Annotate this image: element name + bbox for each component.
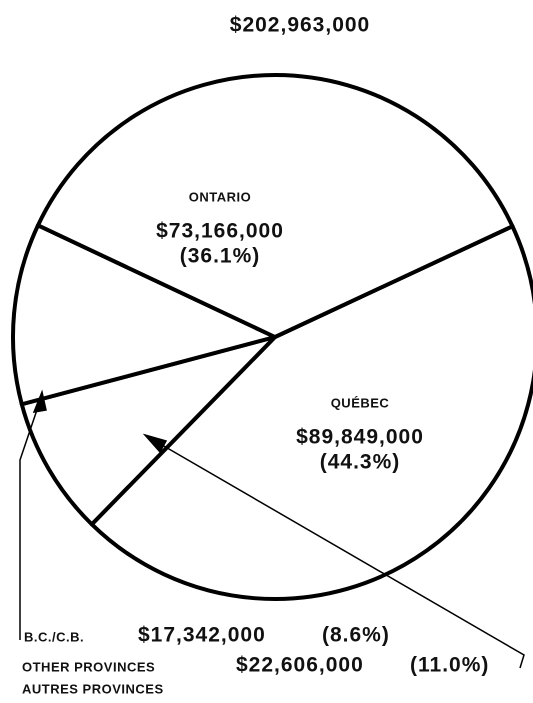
category-label: ONTARIO	[189, 189, 251, 204]
arrowhead	[142, 433, 168, 454]
category-label: B.C./C.B.	[24, 629, 84, 644]
arrowhead	[32, 389, 47, 413]
value-label: $73,166,000	[156, 220, 284, 243]
pie-slice	[11, 223, 277, 407]
percent-label: (8.6%)	[322, 624, 390, 647]
pie-slice	[89, 224, 533, 601]
value-label: $22,606,000	[236, 654, 364, 677]
percent-label: (44.3%)	[320, 451, 401, 474]
value-label: $17,342,000	[138, 624, 266, 647]
category-label: AUTRES PROVINCES	[22, 681, 164, 696]
leader-line	[19, 394, 43, 640]
category-label: OTHER PROVINCES	[22, 659, 155, 674]
category-label: QUÉBEC	[331, 395, 390, 410]
chart-title: $202,963,000	[230, 14, 370, 37]
pie	[11, 73, 533, 601]
percent-label: (36.1%)	[180, 245, 261, 268]
pie-slice	[35, 73, 515, 339]
leader-lines	[19, 389, 525, 669]
pie-slice	[19, 335, 277, 527]
percent-label: (11.0%)	[410, 654, 489, 677]
value-label: $89,849,000	[296, 426, 424, 449]
leader-line	[149, 437, 525, 669]
